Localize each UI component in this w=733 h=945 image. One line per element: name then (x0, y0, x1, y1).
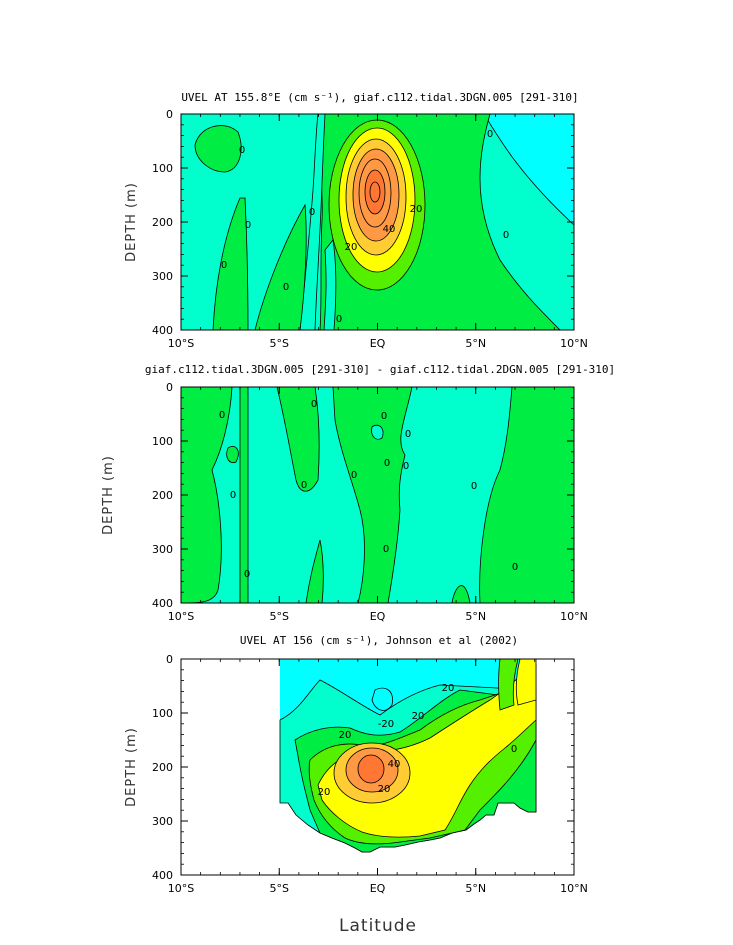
x-tick-label: 5°S (270, 337, 289, 350)
panel-3-field (181, 659, 574, 875)
contour-label: 20 (412, 711, 425, 722)
contour-label: 0 (381, 411, 387, 422)
x-tick-label: 10°N (560, 337, 588, 350)
y-tick-label: 100 (152, 707, 173, 720)
contour-label: 20 (339, 730, 352, 741)
x-tick-label: 10°N (560, 882, 588, 895)
panel-1-contour-labels: 0 0 0 0 0 0 0 20 40 20 0 (221, 129, 509, 325)
panel-1-x-ticks: 10°S 5°S EQ 5°N 10°N (168, 114, 588, 350)
x-tick-label: 5°N (465, 337, 486, 350)
contour-label: 0 (309, 207, 315, 218)
x-tick-label: EQ (370, 337, 386, 350)
panel-3-ylabel: DEPTH (m) (124, 727, 139, 807)
x-tick-label: 10°S (168, 610, 194, 623)
panel-1-field (181, 114, 574, 330)
contour-label: 0 (384, 458, 390, 469)
contour-label: 20 (345, 242, 358, 253)
x-tick-label: 10°N (560, 610, 588, 623)
x-tick-label: 5°S (270, 610, 289, 623)
panel-3-contour-labels: -20 20 20 40 20 20 20 0 (318, 683, 518, 798)
contour-label: 0 (503, 230, 509, 241)
contour-label: 0 (511, 744, 517, 755)
panel-3-title: UVEL AT 156 (cm s⁻¹), Johnson et al (200… (240, 634, 518, 647)
contour-label: 0 (311, 399, 317, 410)
panel-2-contour-labels: 0 0 0 0 0 0 0 0 0 0 0 0 0 (219, 399, 518, 580)
x-tick-label: EQ (370, 610, 386, 623)
panel-2-title: giaf.c112.tidal.3DGN.005 [291-310] - gia… (145, 363, 615, 376)
contour-label: 20 (410, 204, 423, 215)
y-tick-label: 400 (152, 324, 173, 337)
contour-label: 0 (351, 470, 357, 481)
y-tick-label: 300 (152, 815, 173, 828)
panel-3: UVEL AT 156 (cm s⁻¹), Johnson et al (200… (124, 634, 588, 895)
contour-label: 0 (512, 562, 518, 573)
panel-3-x-ticks: 10°S 5°S EQ 5°N 10°N (168, 659, 588, 895)
contour-label: 20 (318, 787, 331, 798)
panel-1-title: UVEL AT 155.8°E (cm s⁻¹), giaf.c112.tida… (181, 91, 578, 104)
y-tick-label: 100 (152, 162, 173, 175)
contour-label: 20 (442, 683, 455, 694)
contour-label: -20 (378, 719, 394, 730)
y-tick-label: 200 (152, 761, 173, 774)
contour-label: 0 (487, 129, 493, 140)
contour-label: 0 (336, 314, 342, 325)
contour-label: 0 (405, 429, 411, 440)
panel-2-x-ticks: 10°S 5°S EQ 5°N 10°N (168, 387, 588, 623)
y-tick-label: 0 (166, 653, 173, 666)
contour-label: 40 (388, 759, 401, 770)
y-tick-label: 400 (152, 597, 173, 610)
panel-2: giaf.c112.tidal.3DGN.005 [291-310] - gia… (101, 363, 615, 623)
y-tick-label: 200 (152, 489, 173, 502)
y-tick-label: 0 (166, 381, 173, 394)
y-tick-label: 0 (166, 108, 173, 121)
contour-label: 0 (383, 544, 389, 555)
contour-label: 0 (219, 410, 225, 421)
contour-label: 0 (221, 260, 227, 271)
panel-2-field (181, 387, 574, 603)
contour-label: 0 (244, 569, 250, 580)
contour-label: 0 (239, 145, 245, 156)
x-axis-label: Latitude (339, 916, 417, 936)
y-tick-label: 300 (152, 270, 173, 283)
y-tick-label: 100 (152, 435, 173, 448)
contour-label: 0 (283, 282, 289, 293)
y-tick-label: 200 (152, 216, 173, 229)
contour-label: 20 (378, 784, 391, 795)
x-tick-label: 10°S (168, 882, 194, 895)
x-tick-label: 10°S (168, 337, 194, 350)
x-tick-label: 5°S (270, 882, 289, 895)
contour-label: 0 (301, 480, 307, 491)
contour-label: 0 (230, 490, 236, 501)
panel-1-ylabel: DEPTH (m) (124, 182, 139, 262)
y-tick-label: 400 (152, 869, 173, 882)
panel-1: UVEL AT 155.8°E (cm s⁻¹), giaf.c112.tida… (124, 91, 588, 350)
x-tick-label: EQ (370, 882, 386, 895)
contour-label: 0 (471, 481, 477, 492)
x-tick-label: 5°N (465, 610, 486, 623)
contour-label: 40 (383, 224, 396, 235)
contour-label: 0 (403, 461, 409, 472)
contour-label: 0 (245, 220, 251, 231)
panel-2-ylabel: DEPTH (m) (101, 455, 116, 535)
y-tick-label: 300 (152, 543, 173, 556)
x-tick-label: 5°N (465, 882, 486, 895)
